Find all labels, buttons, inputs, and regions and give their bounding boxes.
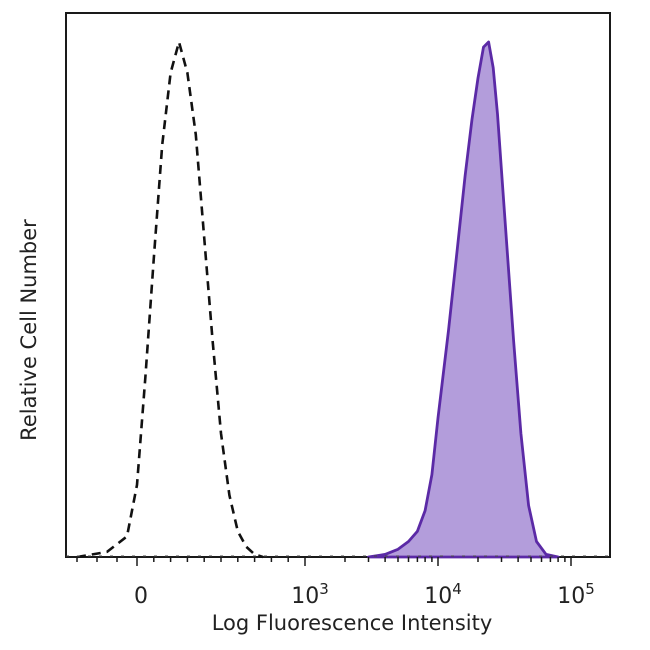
- series-stained-curve: [367, 40, 560, 559]
- x-axis-ticks: [76, 557, 572, 566]
- x-tick-label: 105: [557, 580, 595, 609]
- x-axis-tick-labels: 0 103 104 105: [134, 580, 595, 609]
- series-control-curve: [76, 40, 264, 559]
- x-tick-label: 103: [291, 580, 329, 609]
- plot-frame: [65, 12, 611, 558]
- series-layer: [66, 40, 610, 559]
- y-axis-label: Relative Cell Number: [17, 219, 41, 441]
- x-tick-label: 0: [134, 584, 148, 609]
- x-axis-label: Log Fluorescence Intensity: [212, 611, 493, 635]
- x-tick-label: 104: [424, 580, 462, 609]
